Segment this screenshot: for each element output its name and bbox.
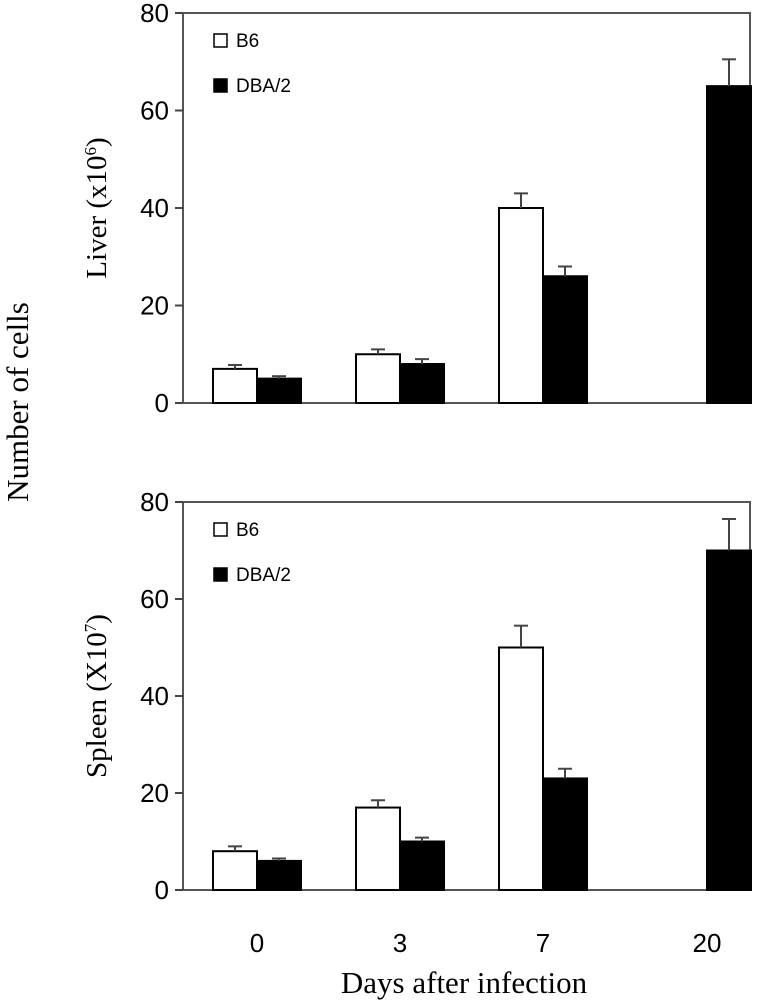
liver-plot-frame xyxy=(182,12,751,404)
spleen-bar-dba2-day-0 xyxy=(256,859,302,892)
spleen-bar-b6-day-0 xyxy=(212,850,258,892)
x-tick-labels: 0 3 7 20 xyxy=(250,928,722,958)
liver-y-tick-label: 60 xyxy=(140,96,169,126)
spleen-legend-swatch-b6 xyxy=(213,522,228,537)
x-tick-label: 7 xyxy=(536,928,550,958)
liver-y-tick-label: 40 xyxy=(140,193,169,223)
spleen-panel: 0 20 40 60 80 Spleen (X107) B6 DBA/2 xyxy=(81,487,752,905)
liver-panel: 0 20 40 60 80 Liver (x106) B6 DBA/2 xyxy=(81,0,752,418)
liver-bar-b6-day-0 xyxy=(212,367,258,404)
liver-bar-b6-day-7 xyxy=(498,207,544,404)
liver-bar-dba2-day-3 xyxy=(399,363,445,404)
spleen-bar-dba2-day-7 xyxy=(542,777,588,892)
liver-y-tick-label: 0 xyxy=(155,388,169,418)
liver-bar-dba2-day-7 xyxy=(542,275,588,404)
liver-y-tick-label: 20 xyxy=(140,291,169,321)
spleen-plot-frame xyxy=(182,501,751,891)
liver-y-axis-label: Liver (x106) xyxy=(81,137,113,278)
spleen-bar-b6-day-3 xyxy=(355,806,401,891)
x-tick-label: 3 xyxy=(393,928,407,958)
spleen-legend-swatch-dba2 xyxy=(213,567,228,582)
liver-legend-swatch-b6 xyxy=(213,33,228,48)
liver-bar-dba2-day-0 xyxy=(256,377,302,404)
liver-legend-swatch-dba2 xyxy=(213,78,228,93)
spleen-y-tick-label: 20 xyxy=(140,778,169,808)
spleen-y-tick-label: 80 xyxy=(140,487,169,517)
spleen-y-tick-label: 0 xyxy=(155,875,169,905)
x-tick-label: 0 xyxy=(250,928,264,958)
spleen-y-tick-label: 60 xyxy=(140,584,169,614)
spleen-bar-b6-day-7 xyxy=(498,646,544,891)
spleen-legend-label-dba2: DBA/2 xyxy=(236,565,291,586)
spleen-y-axis-label: Spleen (X107) xyxy=(81,614,113,778)
liver-y-tick-label: 80 xyxy=(140,0,169,28)
spleen-legend-label-b6: B6 xyxy=(236,520,259,541)
spleen-y-tick-label: 40 xyxy=(140,681,169,711)
shared-y-axis-label: Number of cells xyxy=(0,302,35,502)
liver-bar-b6-day-3 xyxy=(355,353,401,404)
x-tick-label: 20 xyxy=(693,928,722,958)
shared-x-axis-label: Days after infection xyxy=(341,965,588,1000)
liver-legend-label-b6: B6 xyxy=(236,31,259,52)
spleen-bar-dba2-day-20 xyxy=(706,549,752,891)
liver-bar-dba2-day-20 xyxy=(706,85,752,404)
spleen-bar-dba2-day-3 xyxy=(399,840,445,891)
liver-legend-label-dba2: DBA/2 xyxy=(236,76,291,97)
